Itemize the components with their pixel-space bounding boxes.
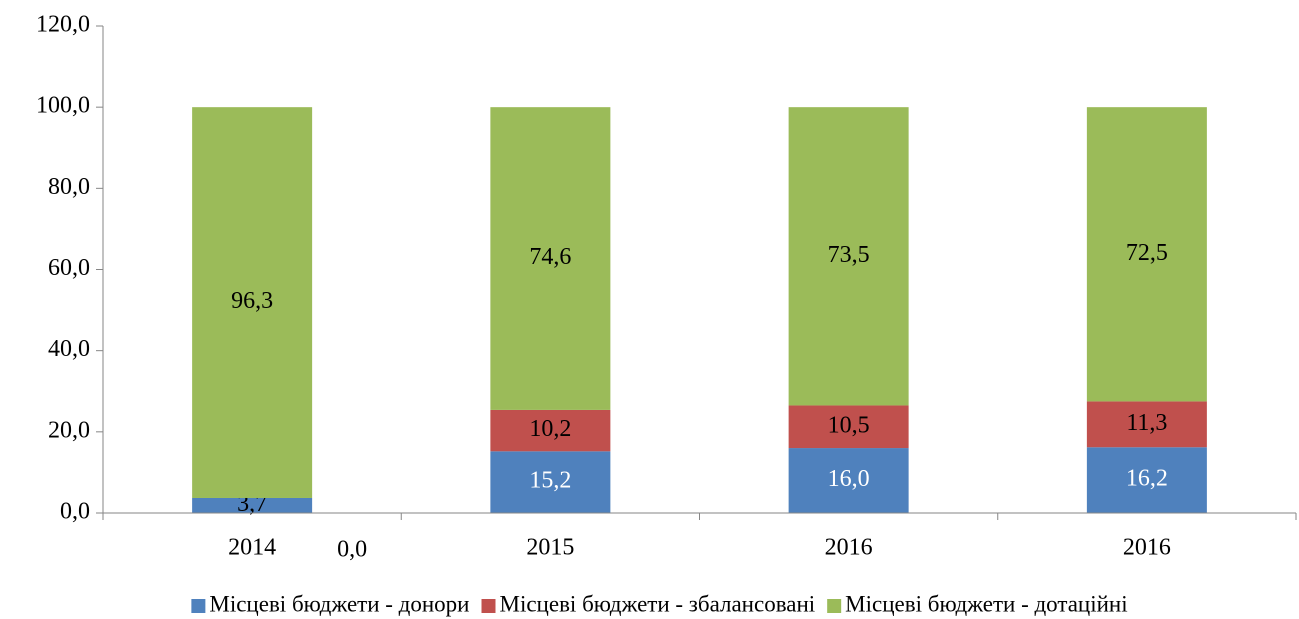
bar-segment — [788, 448, 909, 513]
bar-segment — [1086, 107, 1207, 402]
y-tick-label: 60,0 — [48, 255, 90, 281]
x-tick-label: 2016 — [1123, 535, 1171, 561]
legend-swatch — [827, 599, 842, 613]
data-label: 0,0 — [337, 537, 367, 563]
data-label: 96,3 — [231, 288, 273, 314]
bar-segment — [788, 107, 909, 406]
x-tick-label: 2016 — [825, 535, 873, 561]
legend-swatch — [481, 599, 496, 613]
legend: Місцеві бюджети - донори Місцеві бюджети … — [191, 591, 1128, 616]
legend-label: Місцеві бюджети - збалансовані — [500, 591, 816, 616]
bar-segment — [788, 405, 909, 449]
x-tick-label: 2015 — [526, 535, 574, 561]
data-label: 10,5 — [828, 412, 870, 438]
data-label: 16,0 — [828, 466, 870, 492]
y-tick-label: 40,0 — [48, 336, 90, 362]
x-tick-label: 2014 — [228, 535, 276, 561]
data-label: 72,5 — [1126, 240, 1168, 266]
data-label: 73,5 — [828, 242, 870, 268]
bar-segment — [192, 497, 313, 513]
data-label: 11,3 — [1126, 410, 1167, 436]
y-tick-label: 0,0 — [60, 499, 90, 525]
y-tick-label: 80,0 — [48, 174, 90, 200]
bar-segment — [192, 107, 313, 498]
legend-label: Місцеві бюджети - донори — [209, 591, 469, 616]
data-label: 10,2 — [529, 416, 571, 442]
bar-segment — [1086, 401, 1207, 448]
bar-segment — [490, 107, 611, 410]
bar-segment — [490, 409, 611, 452]
y-tick-label: 100,0 — [36, 93, 90, 119]
legend-label: Місцеві бюджети - дотаційні — [845, 591, 1127, 616]
legend-swatch — [191, 599, 206, 613]
data-label: 15,2 — [529, 468, 571, 494]
data-label: 16,2 — [1126, 466, 1168, 492]
bar-segment — [490, 451, 611, 513]
bar-segment — [1086, 447, 1207, 513]
data-label: 74,6 — [529, 244, 571, 270]
y-tick-label: 20,0 — [48, 417, 90, 443]
y-tick-label: 120,0 — [36, 12, 90, 38]
